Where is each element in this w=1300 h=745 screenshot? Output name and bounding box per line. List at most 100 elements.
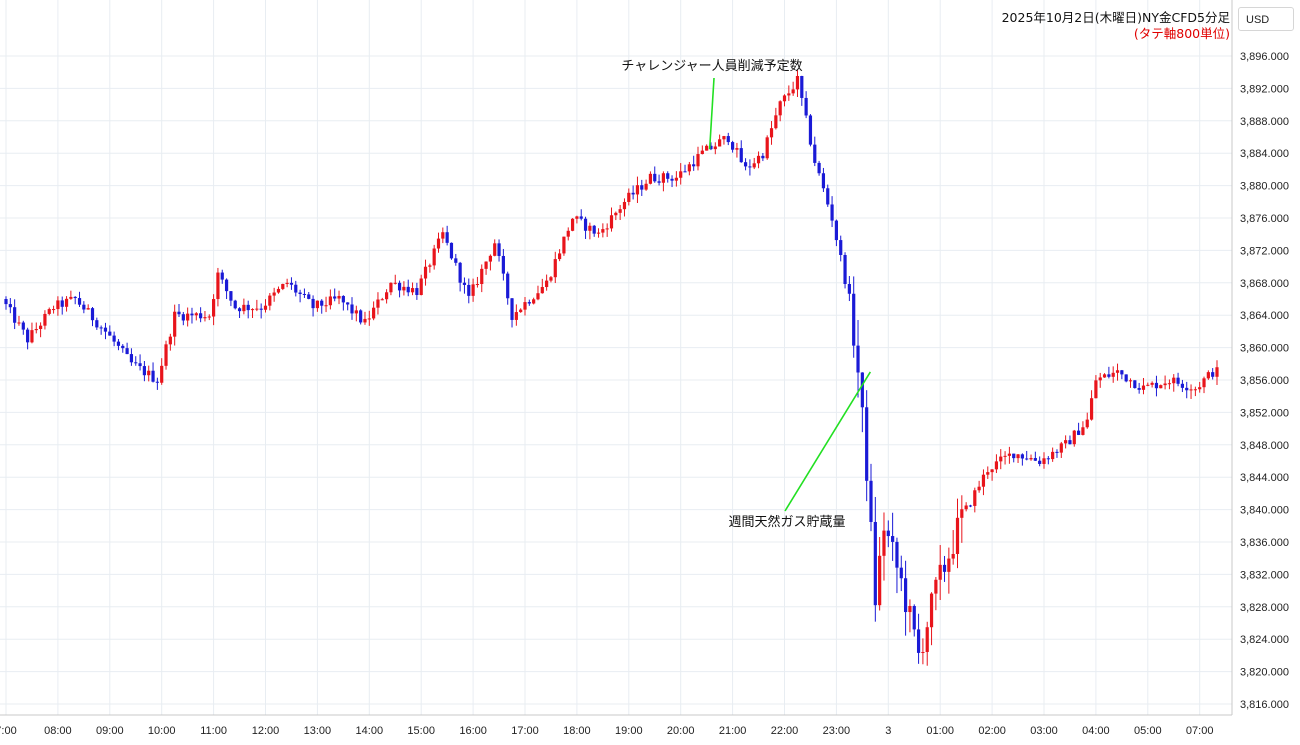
candle: [1042, 452, 1046, 469]
candle: [973, 487, 977, 513]
candle-body: [856, 345, 860, 373]
candle: [259, 303, 263, 319]
candle: [462, 277, 467, 294]
candle: [164, 340, 168, 370]
candle: [116, 339, 121, 351]
time-tick-label: 15:00: [407, 725, 435, 737]
candle: [575, 215, 579, 224]
candle-body: [60, 300, 64, 307]
candle: [1038, 456, 1042, 467]
candle-body: [506, 273, 510, 299]
candle-body: [627, 192, 631, 202]
time-tick-label: 7:00: [0, 725, 17, 737]
candle: [579, 209, 583, 221]
candle-body: [614, 212, 618, 216]
candle-body: [1180, 383, 1184, 388]
candle: [1167, 379, 1172, 390]
candle: [683, 164, 687, 173]
candle: [519, 308, 523, 313]
candle-body: [307, 294, 311, 299]
candle: [346, 302, 350, 311]
candle: [981, 469, 986, 496]
candle-body: [493, 243, 497, 256]
candle-body: [999, 456, 1003, 462]
candle-body: [324, 305, 328, 307]
candle: [596, 228, 601, 238]
candle-body: [657, 181, 661, 183]
candle-body: [95, 320, 99, 328]
candle-body: [337, 295, 341, 299]
candle: [994, 454, 999, 474]
candle-body: [1115, 370, 1120, 373]
candle: [307, 291, 311, 300]
candle-body: [406, 286, 410, 293]
candle: [782, 94, 787, 107]
candle-body: [82, 304, 86, 310]
candle-body: [488, 255, 492, 262]
candle-body: [207, 316, 211, 318]
candle: [320, 299, 324, 314]
candle: [1115, 363, 1120, 381]
candle-body: [519, 309, 523, 313]
candle-body: [938, 564, 942, 580]
candle-body: [121, 345, 125, 349]
candle: [592, 224, 596, 237]
candle: [337, 290, 341, 305]
candle-body: [904, 578, 908, 613]
candle: [458, 261, 462, 292]
candle: [1072, 429, 1076, 447]
candle-body: [8, 304, 12, 308]
candle: [112, 331, 116, 347]
candle: [354, 305, 358, 322]
candle: [540, 278, 544, 294]
candle: [964, 502, 968, 512]
candle: [1016, 453, 1020, 463]
candle-body: [947, 558, 951, 572]
candle-body: [622, 201, 627, 210]
candle-body: [1055, 451, 1059, 453]
candle-body: [1029, 458, 1033, 460]
candle: [454, 253, 458, 266]
candle-body: [160, 365, 164, 383]
candle: [315, 300, 319, 312]
candle-body: [359, 310, 363, 323]
candle-body: [1072, 430, 1076, 445]
candle: [1146, 382, 1150, 387]
candle: [583, 216, 588, 239]
candle: [813, 136, 817, 167]
candle-body: [1128, 380, 1133, 382]
candle: [125, 342, 129, 355]
candle-body: [527, 302, 531, 304]
candle: [679, 163, 683, 185]
candle-body: [579, 216, 583, 219]
candle: [977, 480, 981, 493]
candle-body: [212, 299, 216, 317]
candle-body: [718, 139, 722, 147]
candle-body: [1038, 460, 1042, 464]
candle: [229, 291, 233, 307]
candle: [1124, 374, 1128, 383]
candle: [726, 132, 730, 146]
candle: [428, 263, 432, 273]
candle-body: [441, 232, 445, 239]
candle-body: [1120, 370, 1124, 375]
candle: [631, 185, 635, 200]
candle: [276, 286, 281, 294]
candle: [601, 223, 605, 238]
candle: [947, 547, 951, 594]
time-tick-label: 11:00: [200, 725, 227, 737]
candle: [1159, 384, 1163, 389]
candle: [186, 307, 190, 327]
candle: [674, 171, 678, 187]
candle-body: [830, 204, 834, 221]
candle: [774, 107, 778, 130]
candle-body: [852, 293, 856, 346]
candle: [8, 298, 12, 314]
candle: [1077, 422, 1081, 436]
price-tick-label: 3,824.000: [1240, 634, 1289, 646]
currency-selector[interactable]: USD: [1238, 7, 1294, 31]
candle: [968, 504, 973, 508]
candle: [748, 159, 752, 176]
candle-body: [588, 225, 592, 231]
annotation-line: [784, 371, 872, 512]
